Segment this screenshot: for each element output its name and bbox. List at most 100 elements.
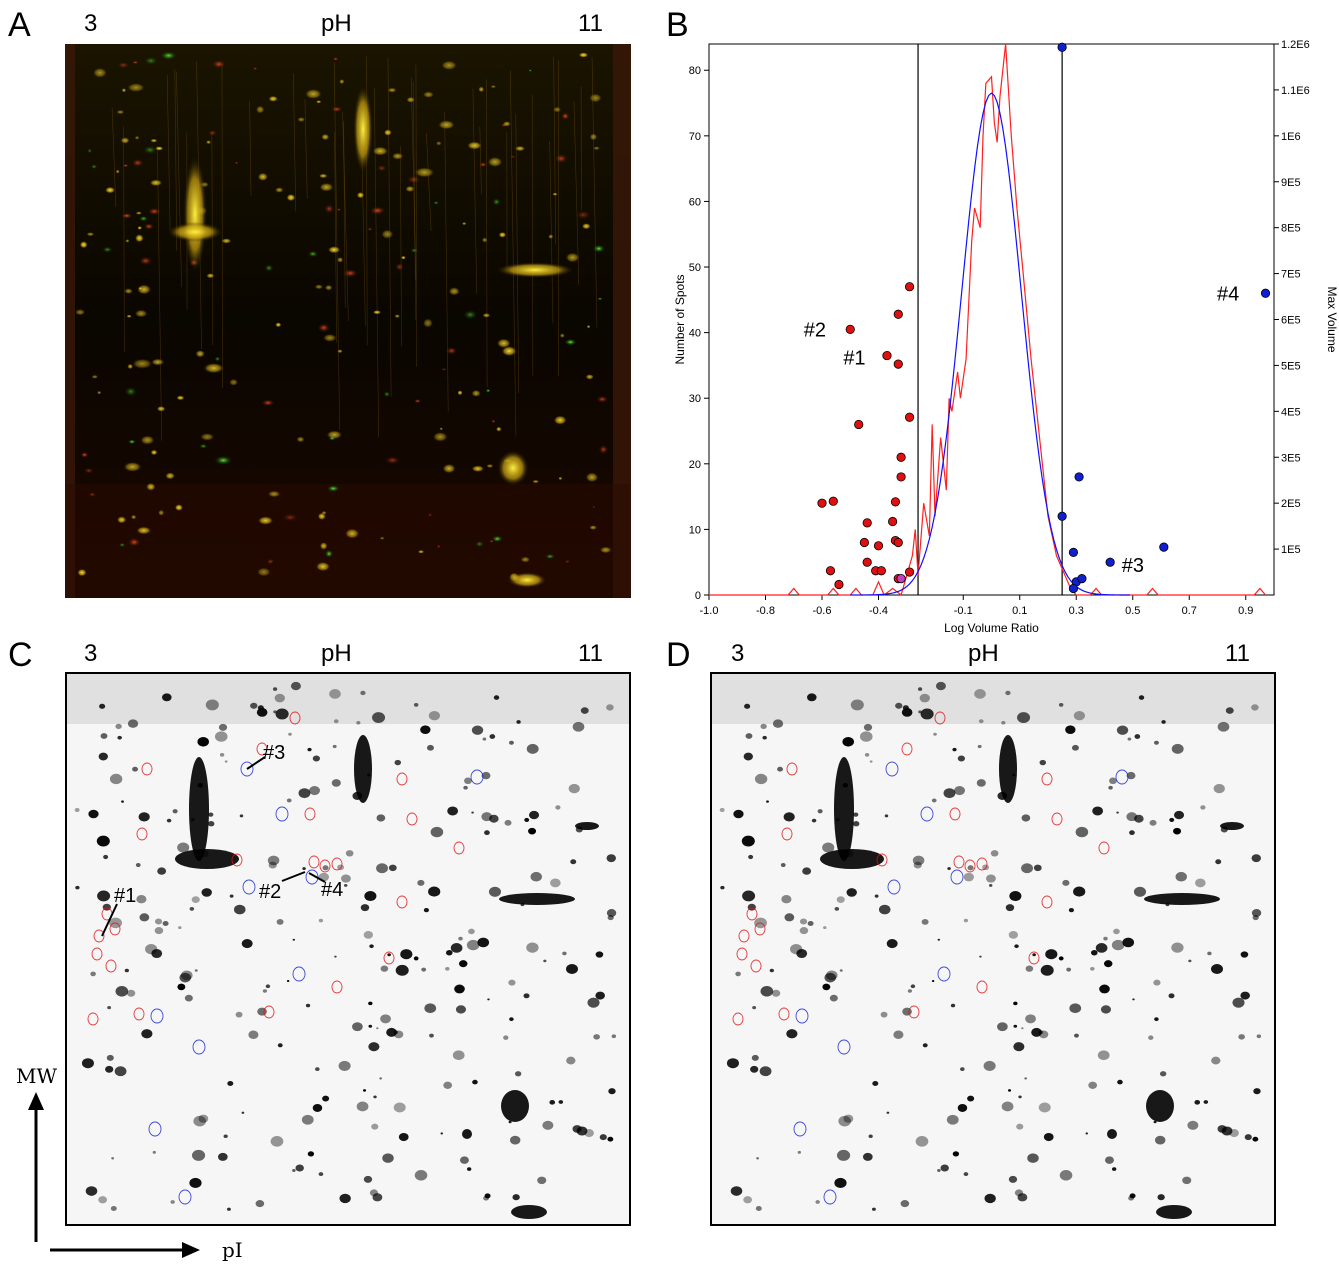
gel-spot-large (566, 964, 578, 974)
gel-spot (901, 707, 913, 717)
gel-spot (104, 186, 116, 194)
gel-spot (1154, 1135, 1166, 1145)
gel-spot (386, 1027, 397, 1037)
blue-data-point (1077, 574, 1087, 584)
gel-spot (227, 1207, 231, 1211)
gel-spot (206, 273, 215, 279)
gel-spot (588, 93, 603, 103)
gel-spot (1117, 1079, 1123, 1085)
gel-spot (1069, 1003, 1082, 1014)
gel-spot (946, 1114, 959, 1125)
gel-spot (931, 798, 937, 803)
gel-streak (343, 121, 346, 308)
gel-spot (599, 546, 612, 554)
gel-c-spots (67, 674, 629, 1219)
gel-spot (457, 390, 463, 396)
gel-spot (376, 863, 389, 874)
gel-spot (487, 998, 490, 1001)
gel-spot (87, 491, 97, 498)
gel-spot (1161, 720, 1166, 724)
x-tick-label: 0.7 (1182, 605, 1197, 617)
gel-spot (853, 812, 859, 817)
gel-spot (363, 931, 374, 939)
gel-spot (478, 86, 485, 93)
gel-spot (520, 556, 531, 563)
gel-spot (733, 809, 744, 819)
gel-spot (1173, 827, 1182, 835)
gel-spot (807, 693, 817, 702)
gel-spot (862, 1152, 873, 1161)
gel-spot (1062, 879, 1070, 886)
gel-spot (1238, 1034, 1245, 1040)
gel-spot (426, 744, 434, 751)
gel-spot (1240, 991, 1250, 1000)
gel-spot (468, 928, 475, 935)
gel-spot (322, 333, 338, 343)
gel-spot (189, 906, 195, 911)
gel-spot (126, 314, 132, 318)
gel-streak (531, 94, 534, 376)
gel-spot-large (1211, 964, 1223, 974)
gel-spot (886, 1111, 890, 1114)
spot-outline-blue (950, 869, 964, 885)
gel-spot (592, 244, 606, 254)
y2-tick-label: 1E5 (1281, 544, 1301, 556)
gel-spot (136, 284, 152, 295)
gel-spot (477, 937, 490, 948)
gel-spot (526, 942, 539, 953)
gel-spot (139, 435, 155, 446)
gel-spot (99, 703, 106, 709)
gel-spot (796, 948, 808, 959)
gel-spot (491, 197, 502, 207)
gel-spot (1251, 854, 1261, 863)
gel-spot (884, 814, 889, 818)
gel-spot (248, 1030, 259, 1039)
gel-spot (777, 766, 784, 772)
gel-spot-large (1144, 893, 1220, 905)
gel-spot (275, 708, 289, 720)
gel-spot (137, 225, 143, 230)
x-axis-label: Log Volume Ratio (944, 621, 1039, 635)
spot-outline-red (953, 855, 965, 869)
gel-spot (957, 755, 966, 762)
spot-outline-red (406, 812, 418, 826)
gel-spot (393, 1102, 406, 1113)
gel-spot (822, 983, 831, 991)
gel-spot (255, 105, 265, 114)
gel-spot (138, 256, 153, 266)
gel-spot (336, 256, 344, 263)
gel-spot-large (999, 735, 1017, 803)
gel-spot (780, 863, 786, 868)
spot-outline-red (901, 742, 913, 756)
gel-spot (234, 161, 239, 165)
gel-spot (445, 966, 450, 971)
gel-spot (180, 970, 193, 981)
spot-outline-red (87, 1012, 99, 1026)
gel-spot (509, 1017, 514, 1022)
red-data-point (893, 359, 903, 369)
gel-spot (118, 542, 126, 548)
gel-c-annotations: #1 #3 #2 #4 (101, 742, 343, 937)
gel-spot (759, 1066, 772, 1077)
gel-spot (286, 193, 296, 202)
gel-spot (735, 971, 741, 977)
gel-spot (435, 141, 442, 146)
gel-spot (811, 818, 817, 823)
gel-spot (915, 1136, 929, 1147)
gel-spot (886, 939, 898, 949)
gel-spot (1073, 886, 1086, 897)
gel-spot (233, 904, 246, 915)
gel-spot (409, 247, 419, 254)
gel-spot (606, 909, 617, 917)
gel-spot (1154, 740, 1159, 745)
gel-spot (967, 865, 974, 871)
gel-spot (224, 760, 228, 763)
gel-spot (380, 965, 389, 972)
gel-spot (88, 809, 99, 819)
gel-streak (123, 126, 125, 352)
gel-spot (829, 994, 838, 1002)
gel-spot (823, 926, 827, 930)
gel-spot (332, 744, 337, 749)
gel-spot (452, 1050, 465, 1061)
gel-spot (383, 129, 393, 137)
